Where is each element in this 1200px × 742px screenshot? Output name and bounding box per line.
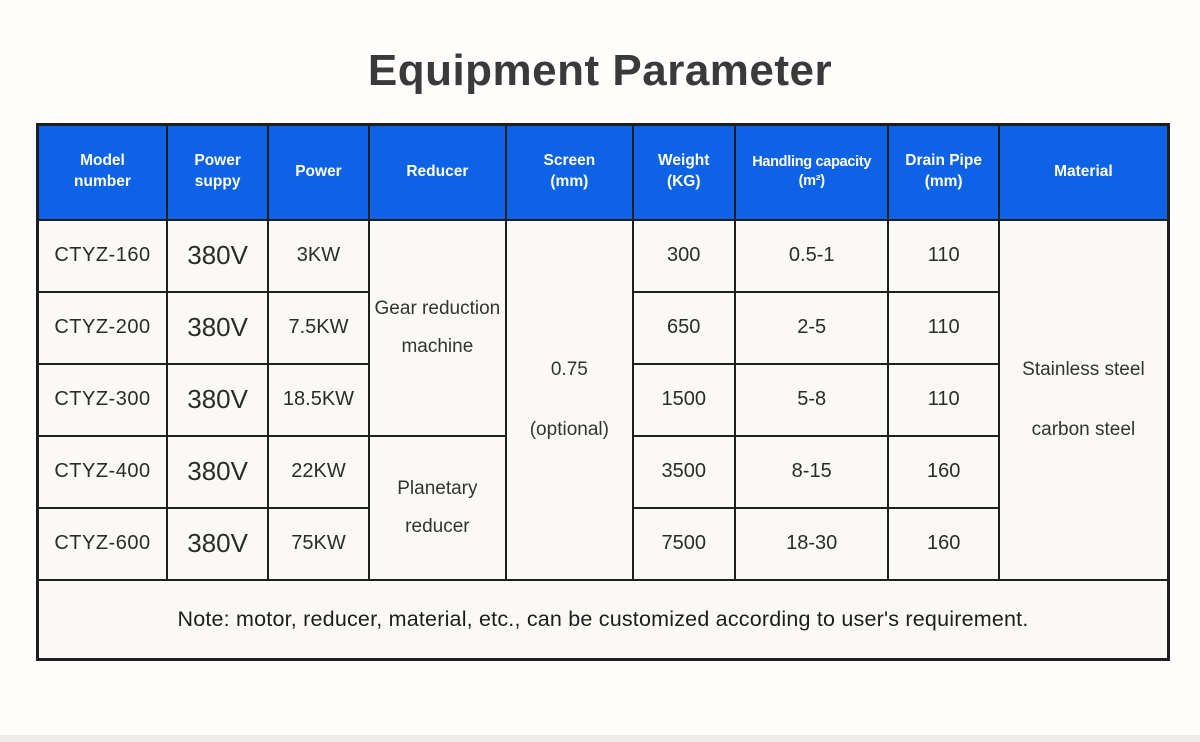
header-model-number: Model number — [36, 123, 168, 221]
cell-model: CTYZ-600 — [36, 506, 168, 581]
table-row: CTYZ-300 380V 18.5KW 1500 5-8 110 — [36, 362, 1169, 437]
table-header-row: Model number Power suppy Power Reducer S… — [36, 123, 1170, 221]
header-weight: Weight (KG) — [631, 123, 736, 221]
cell-weight: 7500 — [631, 506, 736, 581]
reducer-gear-line2: machine — [401, 335, 474, 357]
cell-power: 75KW — [267, 506, 370, 581]
cell-reducer-gear: Gear reduction machine — [367, 218, 508, 437]
header-material: Material — [997, 123, 1170, 221]
customization-note: Note: motor, reducer, material, etc., ca… — [36, 578, 1170, 661]
cell-drain-pipe: 160 — [887, 434, 1000, 509]
cell-power-supply: 380V — [165, 434, 270, 509]
cell-power-supply: 380V — [165, 218, 270, 293]
screen-value: 0.75 — [550, 358, 588, 380]
table-row: CTYZ-200 380V 7.5KW 650 2-5 110 — [36, 290, 1169, 365]
cell-power-supply: 380V — [165, 362, 270, 437]
cell-power: 7.5KW — [267, 290, 370, 365]
reducer-planetary-line1: Planetary — [397, 477, 478, 499]
equipment-parameter-table: Model number Power suppy Power Reducer S… — [36, 123, 1170, 661]
header-reducer: Reducer — [367, 123, 508, 221]
header-handling-capacity: Handling capacity (m²) — [733, 123, 890, 221]
cell-reducer-planetary: Planetary reducer — [367, 434, 508, 581]
cell-handling-capacity: 5-8 — [733, 362, 890, 437]
cell-weight: 650 — [631, 290, 736, 365]
note-row: Note: motor, reducer, material, etc., ca… — [36, 578, 1170, 661]
table-row: CTYZ-160 380V 3KW Gear reduction machine… — [36, 218, 1170, 581]
cell-weight: 3500 — [631, 434, 736, 509]
cell-weight: 1500 — [631, 362, 736, 437]
cell-power-supply: 380V — [165, 290, 270, 365]
page-title: Equipment Parameter — [367, 46, 833, 95]
material-line2: carbon steel — [1031, 418, 1136, 440]
table-row: CTYZ-600 380V 75KW 7500 18-30 160 — [36, 506, 1169, 581]
cell-model: CTYZ-300 — [36, 362, 168, 437]
header-power-supply: Power suppy — [165, 123, 270, 221]
header-screen: Screen (mm) — [505, 123, 634, 221]
cell-power: 3KW — [267, 218, 370, 293]
cell-model: CTYZ-160 — [36, 218, 168, 293]
cell-handling-capacity: 0.5-1 — [733, 218, 890, 293]
material-line1: Stainless steel — [1022, 358, 1145, 380]
screen-optional: (optional) — [529, 418, 609, 440]
cell-screen: 0.75 (optional) — [505, 218, 634, 581]
cell-weight: 300 — [631, 218, 736, 293]
cell-power: 22KW — [267, 434, 370, 509]
cell-power: 18.5KW — [267, 362, 370, 437]
header-drain-pipe: Drain Pipe (mm) — [887, 123, 1000, 221]
cell-model: CTYZ-200 — [36, 290, 168, 365]
cell-handling-capacity: 18-30 — [733, 506, 890, 581]
table-row: CTYZ-400 380V 22KW Planetary reducer 350… — [36, 434, 1169, 581]
cell-material: Stainless steel carbon steel — [997, 218, 1170, 581]
header-power: Power — [267, 123, 370, 221]
cell-drain-pipe: 160 — [887, 506, 1000, 581]
reducer-planetary-line2: reducer — [405, 515, 470, 537]
cell-handling-capacity: 8-15 — [733, 434, 890, 509]
cell-drain-pipe: 110 — [887, 290, 1000, 365]
reducer-gear-line1: Gear reduction — [374, 297, 501, 319]
cell-power-supply: 380V — [165, 506, 270, 581]
cell-model: CTYZ-400 — [36, 434, 168, 509]
cell-drain-pipe: 110 — [887, 362, 1000, 437]
cell-handling-capacity: 2-5 — [733, 290, 890, 365]
cell-drain-pipe: 110 — [887, 218, 1000, 293]
bottom-edge-strip — [0, 735, 1200, 742]
